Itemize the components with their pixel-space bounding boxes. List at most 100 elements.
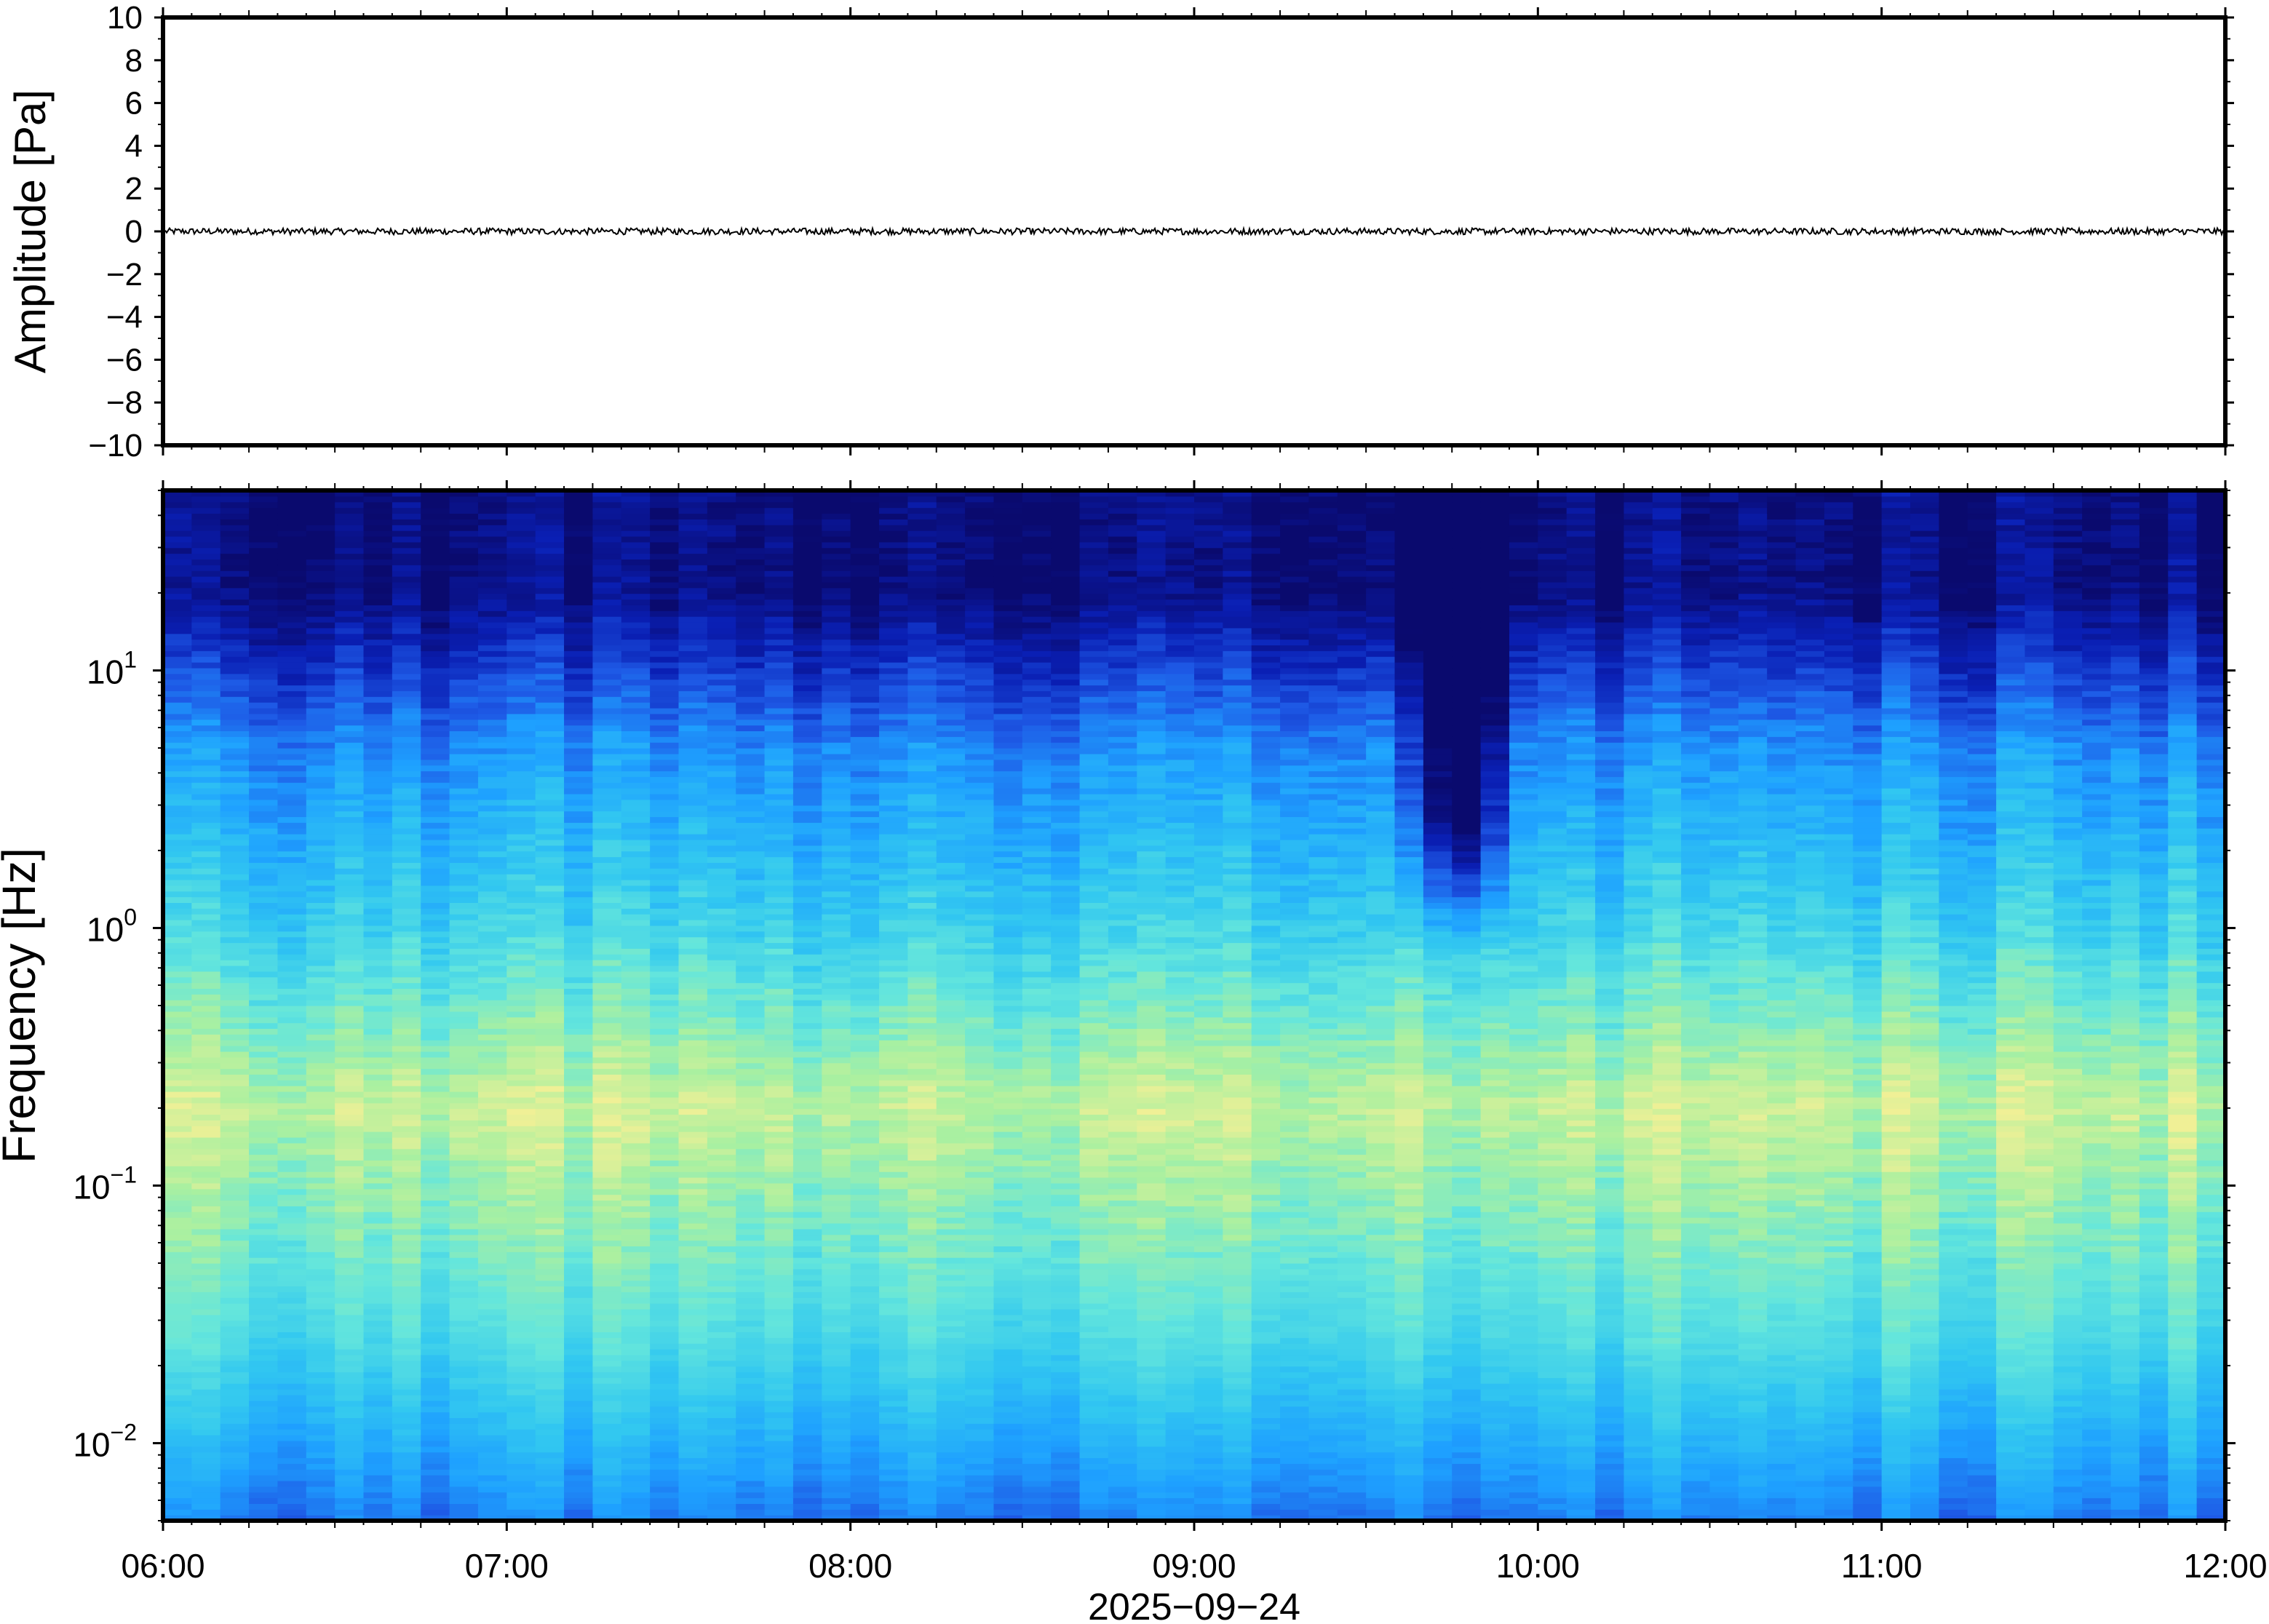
spectrogram-cell bbox=[822, 954, 851, 960]
spectrogram-cell bbox=[678, 885, 708, 892]
spectrogram-cell bbox=[506, 771, 536, 777]
spectrogram-cell bbox=[907, 1102, 937, 1110]
spectrogram-cell bbox=[736, 581, 766, 589]
spectrogram-cell bbox=[621, 696, 651, 703]
spectrogram-cell bbox=[421, 1429, 450, 1436]
spectrogram-cell bbox=[506, 713, 536, 720]
spectrogram-cell bbox=[163, 1126, 192, 1132]
spectrogram-cell bbox=[621, 593, 651, 600]
spectrogram-cell bbox=[792, 954, 822, 960]
spectrogram-cell bbox=[678, 1314, 708, 1321]
spectrogram-cell bbox=[363, 1332, 393, 1338]
spectrogram-cell bbox=[564, 605, 594, 611]
spectrogram-cell bbox=[535, 633, 565, 640]
spectrogram-cell bbox=[907, 1068, 937, 1075]
spectrogram-cell bbox=[163, 960, 192, 966]
spectrogram-cell bbox=[392, 547, 421, 554]
spectrogram-cell bbox=[506, 1486, 536, 1493]
spectrogram-cell bbox=[335, 788, 365, 795]
spectrogram-cell bbox=[879, 605, 908, 611]
spectrogram-cell bbox=[650, 805, 680, 812]
spectrogram-cell bbox=[277, 1148, 307, 1155]
spectrogram-cell bbox=[535, 679, 565, 686]
spectrogram-cell bbox=[907, 1354, 937, 1361]
spectrogram-cell bbox=[421, 1308, 450, 1315]
spectrogram-cell bbox=[449, 960, 479, 966]
spectrogram-cell bbox=[535, 1417, 565, 1424]
spectrogram-cell bbox=[249, 799, 279, 806]
spectrogram-cell bbox=[163, 782, 192, 789]
spectrogram-cell bbox=[421, 673, 450, 680]
spectrogram-cell bbox=[822, 1440, 851, 1447]
spectrogram-cell bbox=[335, 1332, 365, 1338]
spectrogram-cell bbox=[678, 1429, 708, 1436]
spectrogram-cell bbox=[249, 1200, 279, 1206]
spectrogram-cell bbox=[191, 593, 221, 600]
spectrogram-cell bbox=[592, 828, 622, 835]
spectrogram-cell bbox=[564, 1503, 594, 1510]
spectrogram-cell bbox=[736, 742, 766, 749]
spectrogram-cell bbox=[850, 1389, 880, 1396]
spectrogram-cell bbox=[449, 519, 479, 525]
spectrogram-cell bbox=[220, 1509, 250, 1516]
spectrogram-cell bbox=[678, 495, 708, 503]
spectrogram-cell bbox=[277, 1280, 307, 1287]
spectrogram-cell bbox=[277, 988, 307, 995]
spectrogram-cell bbox=[421, 616, 450, 623]
spectrogram-cell bbox=[822, 1360, 851, 1367]
spectrogram-cell bbox=[449, 1188, 479, 1195]
spectrogram-cell bbox=[564, 1068, 594, 1075]
spectrogram-cell bbox=[191, 1166, 221, 1172]
spectrogram-cell bbox=[277, 525, 307, 531]
spectrogram-cell bbox=[449, 541, 479, 549]
spectrogram-cell bbox=[592, 856, 622, 863]
spectrogram-cell bbox=[907, 988, 937, 995]
spectrogram-cell bbox=[220, 1074, 250, 1080]
spectrogram-cell bbox=[191, 793, 221, 800]
spectrogram-cell bbox=[592, 908, 622, 915]
spectrogram-cell bbox=[277, 982, 307, 989]
spectrogram-cell bbox=[335, 639, 365, 645]
spectrogram-cell bbox=[764, 1056, 794, 1064]
spectrogram-cell bbox=[650, 1492, 680, 1499]
spectrogram-cell bbox=[306, 1154, 335, 1161]
spectrogram-cell bbox=[907, 954, 937, 960]
spectrogram-cell bbox=[392, 616, 421, 623]
spectrogram-cell bbox=[736, 994, 766, 1000]
spectrogram-cell bbox=[564, 879, 594, 886]
spectrogram-cell bbox=[592, 736, 622, 743]
spectrogram-cell bbox=[249, 690, 279, 697]
spectrogram-cell bbox=[535, 599, 565, 605]
spectrogram-cell bbox=[249, 834, 279, 840]
spectrogram-cell bbox=[621, 891, 651, 898]
spectrogram-cell bbox=[421, 713, 450, 720]
spectrogram-cell bbox=[191, 1366, 221, 1373]
spectrogram-cell bbox=[879, 834, 908, 840]
spectrogram-cell bbox=[592, 1062, 622, 1070]
spectrogram-cell bbox=[277, 1177, 307, 1184]
spectrogram-cell bbox=[335, 1515, 365, 1521]
spectrogram-cell bbox=[564, 553, 594, 560]
spectrogram-cell bbox=[392, 936, 421, 944]
spectrogram-cell bbox=[306, 1240, 335, 1246]
spectrogram-cell bbox=[707, 1463, 736, 1470]
spectrogram-cell bbox=[621, 1034, 651, 1040]
spectrogram-cell bbox=[822, 891, 851, 898]
spectrogram-cell bbox=[678, 1337, 708, 1344]
waveform-y-axis-label: Amplitude [Pa] bbox=[6, 89, 55, 373]
spectrogram-cell bbox=[506, 507, 536, 514]
spectrogram-cell bbox=[506, 1194, 536, 1201]
spectrogram-cell bbox=[736, 507, 766, 514]
spectrogram-cell bbox=[564, 1394, 594, 1401]
spectrogram-cell bbox=[163, 1475, 192, 1481]
spectrogram-cell bbox=[392, 627, 421, 634]
spectrogram-cell bbox=[421, 742, 450, 749]
spectrogram-cell bbox=[907, 1412, 937, 1418]
spectrogram-cell bbox=[736, 960, 766, 966]
spectrogram-cell bbox=[707, 971, 736, 978]
spectrogram-cell bbox=[822, 1314, 851, 1321]
spectrogram-cell bbox=[191, 1096, 221, 1104]
spectrogram-cell bbox=[506, 1006, 536, 1012]
spectrogram-cell bbox=[792, 1268, 822, 1275]
spectrogram-cell bbox=[707, 565, 736, 571]
